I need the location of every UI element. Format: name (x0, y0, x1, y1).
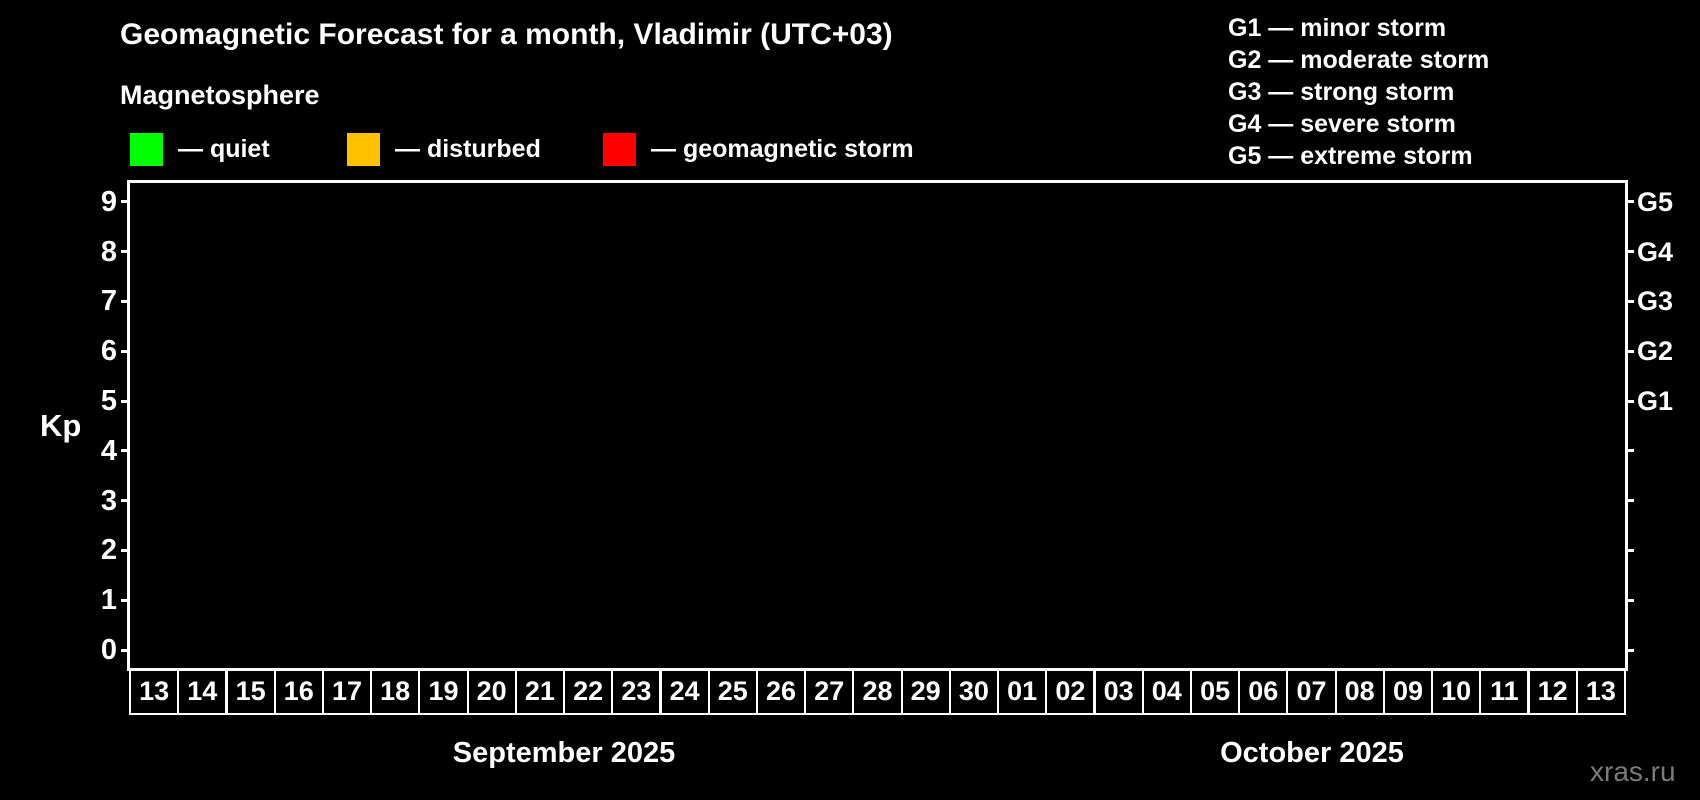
date-label-oct-11: 11 (1479, 668, 1530, 715)
date-label-sep-14: 14 (177, 668, 228, 715)
storm-label: — geomagnetic storm (651, 135, 914, 163)
quiet-label: — quiet (178, 135, 270, 163)
date-label-sep-21: 21 (514, 668, 565, 715)
date-label-sep-19: 19 (418, 668, 469, 715)
g-axis-label-g1: G1 (1637, 386, 1674, 416)
storm-color-swatch (603, 133, 636, 166)
y-axis-tick-left-6 (121, 349, 130, 353)
date-label-sep-22: 22 (563, 668, 614, 715)
y-axis-label-9: 9 (100, 185, 117, 218)
g-axis-label-g3: G3 (1637, 286, 1674, 317)
g5-legend-line: G5 — extreme storm (1228, 142, 1473, 170)
g1-legend-line: G1 — minor storm (1228, 14, 1447, 42)
legend-item-quiet: — quiet (130, 133, 270, 166)
date-label-oct-04: 04 (1141, 668, 1192, 715)
date-label-sep-30: 30 (948, 668, 999, 715)
y-axis-tick-left-1 (121, 598, 130, 602)
y-axis-label-4: 4 (100, 434, 117, 467)
date-label-sep-16: 16 (273, 668, 324, 715)
date-label-oct-08: 08 (1334, 668, 1385, 715)
y-axis-tick-right-5 (1625, 399, 1634, 403)
y-axis-tick-left-3 (121, 499, 130, 503)
date-label-sep-18: 18 (370, 668, 421, 715)
date-label-oct-12: 12 (1527, 668, 1578, 715)
date-label-sep-25: 25 (707, 668, 758, 715)
y-axis-label-8: 8 (100, 235, 117, 268)
date-label-oct-09: 09 (1382, 668, 1434, 715)
g-axis-label-g4: G4 (1637, 236, 1674, 267)
y-axis-label-2: 2 (100, 534, 117, 567)
y-axis-tick-right-8 (1625, 250, 1634, 254)
legend-item-disturbed: — disturbed (347, 133, 541, 166)
date-label-sep-23: 23 (611, 668, 662, 715)
month-label-september: September 2025 (452, 737, 676, 769)
y-axis-tick-left-7 (121, 299, 130, 303)
y-axis-label-1: 1 (100, 584, 117, 617)
date-label-sep-20: 20 (466, 668, 517, 715)
y-axis-tick-right-3 (1625, 499, 1634, 503)
date-label-oct-03: 03 (1093, 668, 1144, 715)
g-axis-label-g5: G5 (1637, 186, 1674, 217)
g4-legend-line: G4 — severe storm (1228, 110, 1456, 138)
date-label-oct-13: 13 (1575, 668, 1626, 715)
y-axis-label-5: 5 (100, 385, 117, 417)
y-axis-tick-left-5 (121, 399, 130, 403)
y-axis-tick-right-4 (1625, 449, 1634, 453)
y-axis-label-6: 6 (100, 335, 117, 368)
plot-border (127, 180, 1628, 671)
date-label-sep-15: 15 (225, 668, 276, 715)
y-axis-label-3: 3 (100, 484, 117, 517)
y-axis-label-0: 0 (100, 634, 117, 666)
g-axis-label-g2: G2 (1637, 336, 1674, 367)
y-axis-tick-left-0 (121, 648, 130, 652)
chart-title: Geomagnetic Forecast for a month, Vladim… (120, 18, 893, 51)
y-axis-tick-left-4 (121, 449, 130, 453)
date-label-sep-26: 26 (755, 668, 807, 715)
y-axis-tick-right-0 (1625, 648, 1634, 652)
y-axis-tick-left-8 (121, 250, 130, 254)
magnetosphere-label: Magnetosphere (120, 80, 320, 110)
date-label-oct-07: 07 (1286, 668, 1337, 715)
date-label-oct-02: 02 (1045, 668, 1096, 715)
legend-item-storm: — geomagnetic storm (603, 133, 914, 166)
date-label-oct-05: 05 (1190, 668, 1241, 715)
y-axis-tick-left-9 (121, 200, 130, 204)
g2-legend-line: G2 — moderate storm (1228, 46, 1490, 74)
date-label-sep-27: 27 (804, 668, 855, 715)
date-label-sep-28: 28 (852, 668, 903, 715)
date-label-sep-24: 24 (659, 668, 710, 715)
date-label-sep-17: 17 (321, 668, 373, 715)
y-axis-tick-right-9 (1625, 200, 1634, 204)
month-label-october: October 2025 (1220, 737, 1404, 769)
date-label-oct-10: 10 (1431, 668, 1482, 715)
g3-legend-line: G3 — strong storm (1228, 78, 1455, 106)
y-axis-tick-right-1 (1625, 598, 1634, 602)
y-axis-tick-left-2 (121, 548, 130, 552)
y-axis-tick-right-7 (1625, 299, 1634, 303)
disturbed-label: — disturbed (395, 135, 541, 163)
y-axis-label-7: 7 (100, 285, 117, 318)
date-label-oct-06: 06 (1238, 668, 1289, 715)
y-axis-title: Kp (40, 408, 82, 443)
g-scale-legend: G1 — minor storm G2 — moderate storm G3 … (1228, 12, 1489, 172)
date-label-oct-01: 01 (997, 668, 1048, 715)
date-label-sep-13: 13 (129, 668, 180, 715)
xras-watermark: xras.ru (1590, 756, 1676, 787)
date-label-sep-29: 29 (900, 668, 951, 715)
y-axis-tick-right-2 (1625, 548, 1634, 552)
y-axis-tick-right-6 (1625, 349, 1634, 353)
quiet-color-swatch (130, 133, 163, 166)
disturbed-color-swatch (347, 133, 380, 166)
